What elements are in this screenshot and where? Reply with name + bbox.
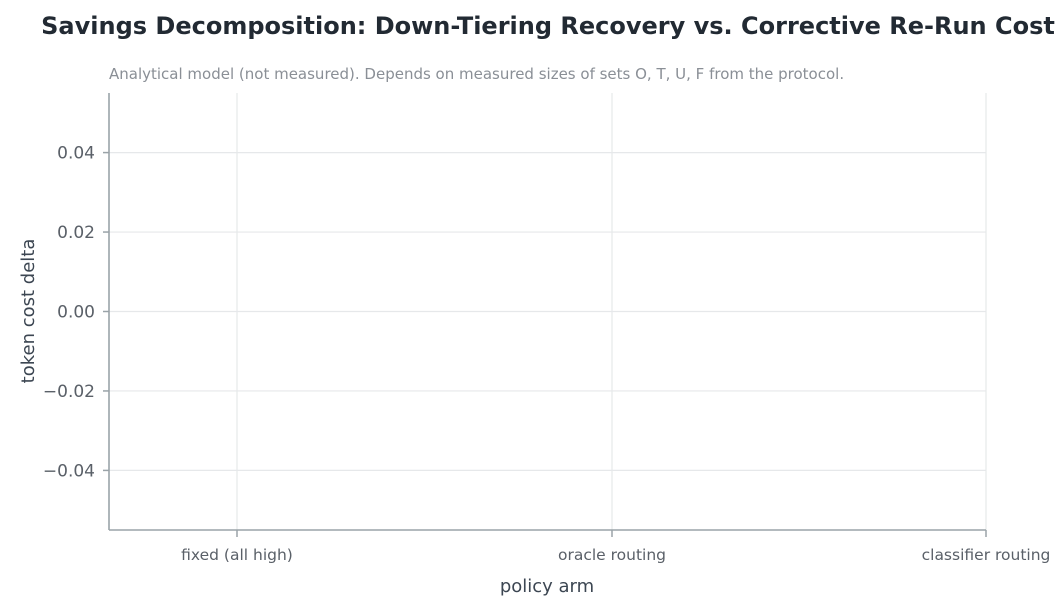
x-tick-label: fixed (all high) bbox=[181, 546, 293, 564]
x-tick-label: classifier routing bbox=[922, 546, 1051, 564]
tick-labels: −0.04 −0.02 0.00 0.02 0.04 fixed (all high) or… bbox=[43, 144, 1051, 564]
y-tick-label: 0.02 bbox=[57, 223, 95, 243]
x-axis-label: policy arm bbox=[500, 576, 594, 597]
y-tick-label: −0.02 bbox=[43, 382, 95, 402]
axes bbox=[103, 93, 987, 537]
y-tick-label: 0.04 bbox=[57, 144, 95, 164]
grid-lines bbox=[109, 93, 987, 530]
y-tick-label: 0.00 bbox=[57, 303, 95, 323]
y-axis-label: token cost delta bbox=[18, 239, 39, 384]
x-tick-label: oracle routing bbox=[558, 546, 666, 564]
chart-subtitle: Analytical model (not measured). Depends… bbox=[109, 65, 845, 83]
y-tick-label: −0.04 bbox=[43, 461, 95, 481]
chart-title: Savings Decomposition: Down-Tiering Reco… bbox=[41, 12, 1055, 40]
